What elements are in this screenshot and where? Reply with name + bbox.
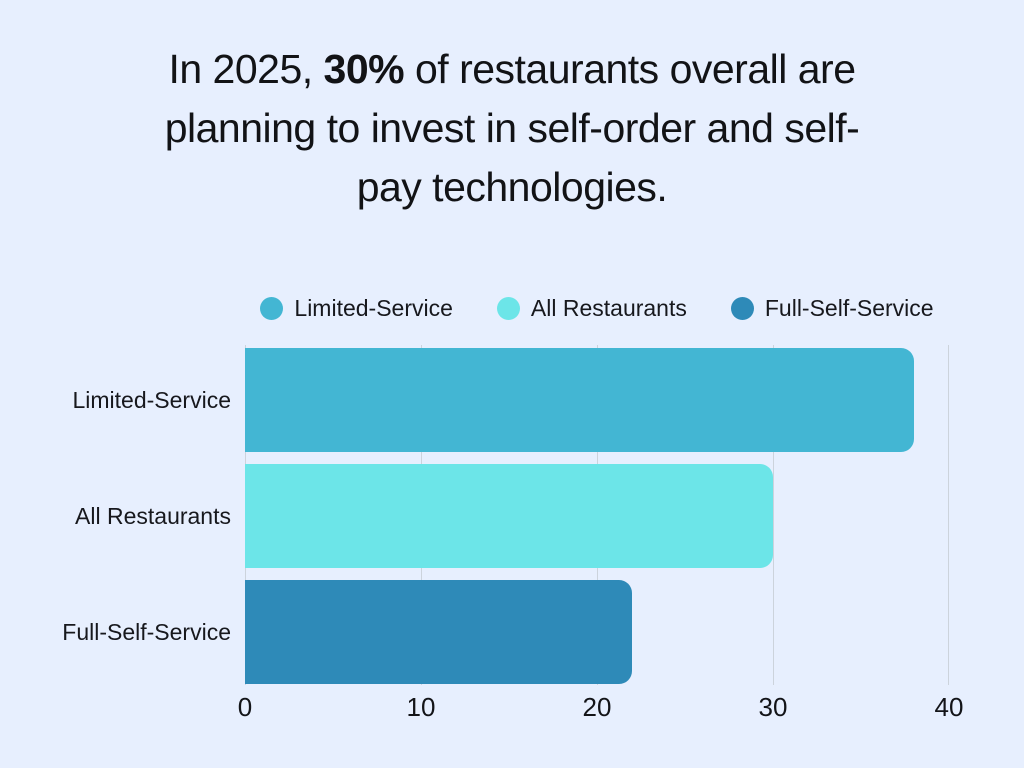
bar-limited-service (245, 348, 914, 452)
title-text: planning to invest in self-order and sel… (164, 105, 860, 151)
title-line-3: pay technologies. (0, 158, 1024, 217)
legend-label: All Restaurants (530, 294, 687, 321)
legend-marker-circle-icon (496, 296, 520, 320)
y-axis-label-full-self-service: Full-Self-Service (62, 619, 231, 645)
chart-title: In 2025, 30% of restaurants overall are p… (0, 40, 1024, 217)
legend-item-all-restaurants: All Restaurants (496, 294, 687, 322)
title-line-1: In 2025, 30% of restaurants overall are (0, 40, 1024, 99)
title-highlight: 30% (323, 46, 405, 92)
plot-area (245, 345, 949, 685)
title-line-2: planning to invest in self-order and sel… (0, 99, 1024, 158)
legend-label: Full-Self-Service (764, 294, 934, 321)
x-tick-label-20: 20 (582, 692, 612, 722)
x-tick-label-0: 0 (237, 692, 253, 722)
x-tick-label-40: 40 (934, 692, 964, 722)
legend-label: Limited-Service (294, 294, 453, 321)
gridline-30 (773, 345, 774, 685)
y-axis-label-limited-service: Limited-Service (72, 387, 232, 413)
legend-item-full-self-service: Full-Self-Service (730, 294, 934, 322)
gridline-40 (948, 345, 949, 685)
bar-full-self-service (245, 580, 632, 684)
legend-marker-circle-icon (730, 296, 754, 320)
x-tick-label-30: 30 (758, 692, 788, 722)
title-text: of restaurants overall are (404, 46, 856, 92)
title-text: pay technologies. (356, 164, 668, 210)
chart-legend: Limited-Service All Restaurants Full-Self-… (245, 294, 949, 322)
legend-item-limited-service: Limited-Service (260, 295, 453, 322)
title-text: In 2025, (168, 46, 324, 92)
legend-marker-circle-icon (260, 296, 284, 320)
y-axis-label-all-restaurants: All Restaurants (75, 503, 231, 529)
x-tick-label-10: 10 (406, 692, 436, 722)
bar-all-restaurants (245, 464, 773, 568)
